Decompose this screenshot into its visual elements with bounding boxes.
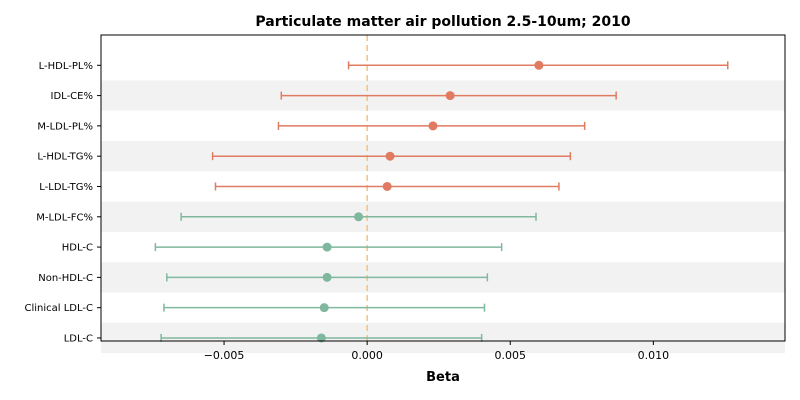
y-tick-label: L-LDL-TG% [39, 182, 93, 193]
y-tick-label: L-HDL-TG% [37, 152, 93, 163]
y-tick-label: Clinical LDL-C [25, 303, 94, 314]
y-tick-label: L-HDL-PL% [39, 61, 93, 72]
plot-area [100, 34, 786, 342]
y-tick-label: HDL-C [62, 243, 93, 254]
estimate-4 [214, 181, 560, 191]
x-axis-label: Beta [426, 370, 460, 385]
point-estimate [385, 151, 395, 161]
point-estimate [322, 242, 332, 252]
point-estimate [319, 303, 329, 313]
x-axis: −0.005 0.000 0.005 0.010 [204, 341, 669, 362]
estimate-2 [277, 121, 586, 131]
x-tick-label: 0.005 [495, 349, 527, 362]
estimate-5 [180, 212, 537, 222]
chart-title: Particulate matter air pollution 2.5-10u… [255, 14, 631, 30]
series-group [154, 60, 729, 343]
x-tick-label: 0.000 [351, 349, 383, 362]
y-tick-label: LDL-C [64, 333, 93, 344]
y-tick-label: Non-HDL-C [38, 273, 93, 284]
y-axis: L-HDL-PL% IDL-CE% M-LDL-PL% L-HDL-TG% L-LDL-… [25, 61, 101, 344]
y-tick-label: M-LDL-PL% [37, 121, 93, 132]
point-estimate [354, 212, 364, 222]
y-tick-label: M-LDL-FC% [36, 212, 93, 223]
x-tick-label: −0.005 [204, 349, 245, 362]
point-estimate [316, 333, 326, 343]
point-estimate [428, 121, 438, 131]
y-tick-label: IDL-CE% [51, 91, 93, 102]
point-estimate [382, 181, 392, 191]
estimate-8 [163, 303, 486, 313]
point-estimate [534, 60, 544, 70]
estimate-6 [154, 242, 503, 252]
estimate-3 [211, 151, 572, 161]
x-tick-label: 0.010 [638, 349, 670, 362]
point-estimate [445, 91, 455, 101]
estimate-0 [347, 60, 729, 70]
estimate-7 [166, 272, 489, 282]
estimate-1 [280, 91, 617, 101]
point-estimate [322, 272, 332, 282]
